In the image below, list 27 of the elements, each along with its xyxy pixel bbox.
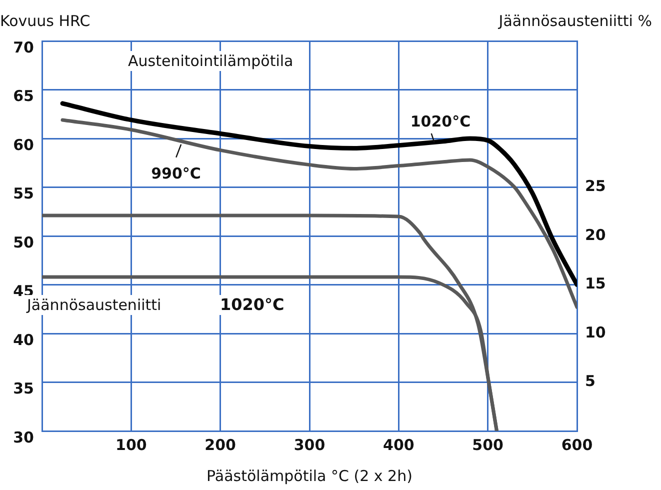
- y2-tick-label: 25: [585, 177, 606, 196]
- y-tick-label: 40: [13, 330, 34, 349]
- x-tick-label: 600: [561, 436, 593, 454]
- y-tick-label: 65: [13, 87, 34, 106]
- y-tick-label: 50: [13, 233, 34, 252]
- y2-tick-label: 20: [585, 226, 606, 244]
- x-tick-label: 200: [204, 436, 236, 454]
- annotation: 1020°C: [220, 295, 284, 314]
- x-tick-label: 400: [383, 436, 414, 454]
- x-tick-label: 500: [472, 436, 504, 454]
- y-tick-label: 35: [13, 380, 34, 398]
- annotation: Jäännösausteniitti: [26, 296, 162, 314]
- y-axis-title: Kovuus HRC: [0, 12, 90, 30]
- annotation: Austenitointilämpötila: [128, 52, 294, 70]
- x-tick-label: 300: [294, 436, 326, 454]
- annotation: 1020°C: [410, 112, 471, 130]
- y2-tick-label: 15: [585, 274, 606, 293]
- y-tick-label: 60: [13, 136, 34, 154]
- annotation: 990°C: [151, 164, 201, 182]
- y2-axis-title: Jäännösausteniitti %: [498, 12, 652, 30]
- y-tick-label: 70: [13, 38, 34, 56]
- x-axis-title: Päästölämpötila °C (2 x 2h): [206, 466, 412, 485]
- y-tick-label: 55: [13, 184, 34, 203]
- y2-tick-label: 10: [585, 323, 606, 342]
- x-tick-label: 100: [116, 436, 147, 454]
- y-tick-label: 30: [13, 428, 34, 446]
- y2-tick-label: 5: [585, 372, 596, 390]
